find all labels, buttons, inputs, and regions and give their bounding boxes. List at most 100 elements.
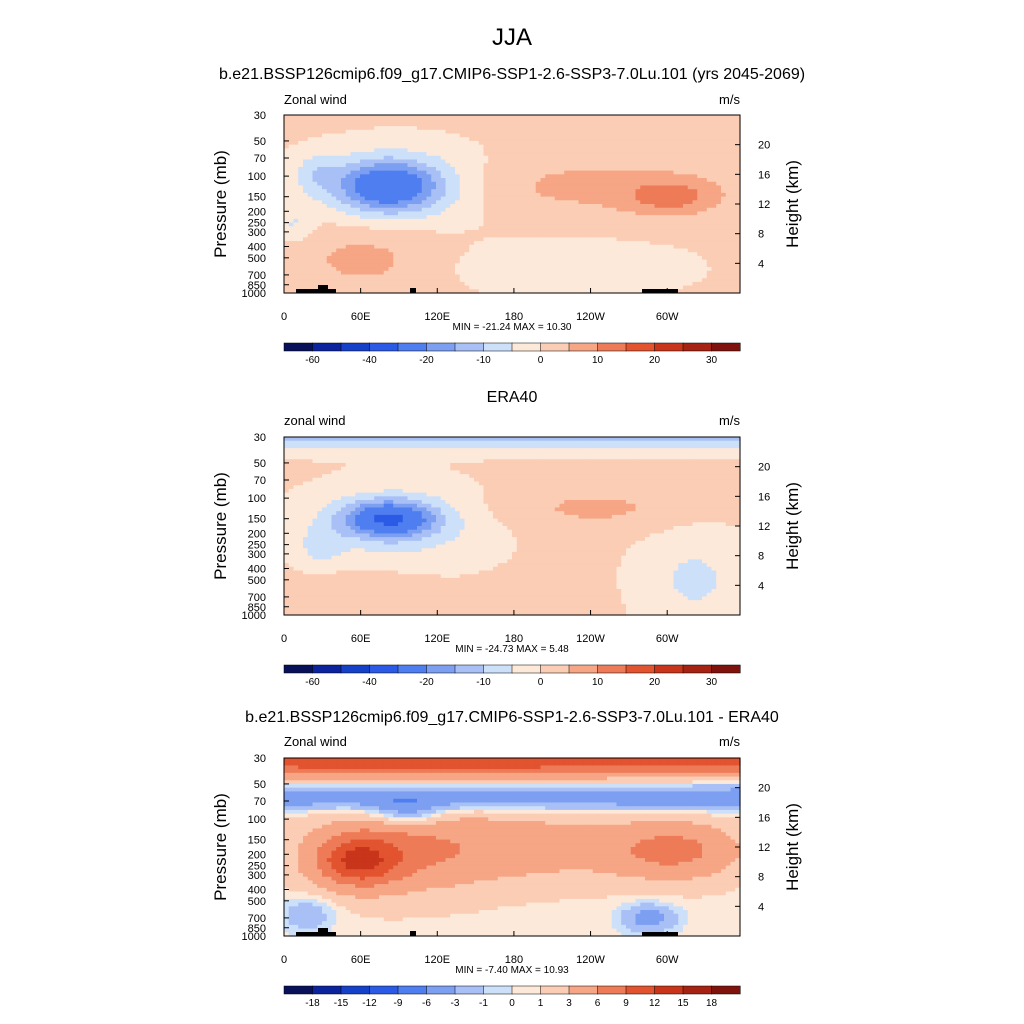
colorbar-swatch (597, 342, 627, 352)
x-tick-label: 0 (281, 633, 287, 645)
colorbar-label: 20 (649, 355, 661, 366)
colorbar-swatch (426, 985, 456, 995)
colorbar-swatch (682, 985, 713, 995)
colorbar-swatch (511, 664, 542, 674)
colorbar-swatch (540, 664, 570, 674)
y-tick-label: 1000 (242, 931, 266, 943)
figure-subtitle: b.e21.BSSP126cmip6.f09_g17.CMIP6-SSP1-2.… (219, 66, 805, 83)
colorbar-swatch (340, 664, 371, 674)
y-tick-label: 50 (254, 779, 266, 791)
colorbar-swatch (369, 664, 399, 674)
y-tick-label: 30 (254, 753, 266, 765)
y-axis-label-right: Height (km) (783, 482, 802, 570)
y-tick-label: 850 (248, 923, 266, 935)
y-tick-label: 70 (254, 796, 266, 808)
height-tick-label: 16 (758, 169, 770, 181)
colorbar-swatch (654, 664, 684, 674)
colorbar-swatch (397, 342, 428, 352)
contour-field (284, 437, 741, 616)
x-tick-label: 180 (505, 954, 523, 966)
y-axis-label: Pressure (mb) (211, 793, 230, 901)
y-tick-label: 700 (248, 913, 266, 925)
y-axis-label-right: Height (km) (783, 160, 802, 248)
y-tick-label: 100 (248, 814, 266, 826)
colorbar-label: -20 (419, 355, 434, 366)
height-tick-label: 8 (758, 872, 764, 884)
axes: 3050701001502002503004005007008501000481… (242, 110, 771, 323)
y-tick-label: 150 (248, 192, 266, 204)
contour-field (284, 758, 741, 937)
colorbar-swatch (597, 985, 627, 995)
panel-units-label: m/s (719, 734, 740, 749)
colorbar-swatch (454, 985, 485, 995)
y-tick-label: 1000 (242, 288, 266, 300)
colorbar-swatch (711, 664, 741, 674)
colorbar-label: 18 (706, 998, 718, 1009)
colorbar-label: -9 (394, 998, 403, 1009)
colorbar-swatch (625, 342, 656, 352)
axes: 3050701001502002503004005007008501000481… (242, 753, 771, 966)
contour-field (284, 115, 741, 294)
colorbar-label: -12 (362, 998, 377, 1009)
x-tick-label: 0 (281, 954, 287, 966)
height-tick-label: 12 (758, 521, 770, 533)
colorbar-label: -3 (451, 998, 460, 1009)
y-tick-label: 700 (248, 592, 266, 604)
figure-title: JJA (492, 24, 532, 51)
panel-left-label: zonal wind (284, 413, 345, 428)
y-tick-label: 70 (254, 475, 266, 487)
y-axis-label-right: Height (km) (783, 803, 802, 891)
y-tick-label: 300 (248, 549, 266, 561)
colorbar-swatch (283, 664, 314, 674)
panel-left-label: Zonal wind (284, 92, 347, 107)
colorbar-label: -10 (476, 677, 491, 688)
x-tick-label: 60W (656, 954, 679, 966)
colorbar-swatch (312, 664, 342, 674)
y-tick-label: 30 (254, 432, 266, 444)
y-tick-label: 500 (248, 575, 266, 587)
colorbar-swatch (568, 342, 599, 352)
x-tick-label: 120W (576, 311, 605, 323)
y-tick-label: 100 (248, 493, 266, 505)
colorbar-label: 3 (566, 998, 572, 1009)
stats-label: MIN = -24.73 MAX = 5.48 (455, 644, 569, 655)
colorbar-label: 12 (649, 998, 661, 1009)
y-axis-label: Pressure (mb) (211, 472, 230, 580)
colorbar-swatch (397, 985, 428, 995)
colorbar-swatch (511, 342, 542, 352)
colorbar-label: -15 (334, 998, 349, 1009)
height-tick-label: 8 (758, 229, 764, 241)
colorbar-label: -40 (362, 355, 377, 366)
x-tick-label: 180 (505, 633, 523, 645)
stats-label: MIN = -21.24 MAX = 10.30 (453, 322, 572, 333)
colorbar-swatch (397, 664, 428, 674)
y-tick-label: 850 (248, 280, 266, 292)
colorbar-swatch (568, 985, 599, 995)
colorbar-swatch (454, 664, 485, 674)
height-tick-label: 20 (758, 462, 770, 474)
x-tick-label: 120E (424, 633, 450, 645)
x-tick-label: 60E (351, 311, 371, 323)
stats-label: MIN = -7.40 MAX = 10.93 (455, 965, 569, 976)
y-tick-label: 70 (254, 153, 266, 165)
height-tick-label: 20 (758, 140, 770, 152)
colorbar-label: 0 (538, 355, 544, 366)
colorbar-swatch (426, 342, 456, 352)
colorbar: -60 -40 -20 -10 0 10 20 30 (283, 664, 741, 688)
colorbar-swatch (511, 985, 542, 995)
height-tick-label: 4 (758, 580, 764, 592)
panel-era40: 3050701001502002503004005007008501000481… (211, 389, 802, 688)
colorbar-swatch (711, 342, 741, 352)
colorbar-swatch (654, 342, 684, 352)
x-tick-label: 180 (505, 311, 523, 323)
x-tick-label: 60E (351, 633, 371, 645)
x-tick-label: 60E (351, 954, 371, 966)
colorbar-label: -10 (476, 355, 491, 366)
y-tick-label: 250 (248, 540, 266, 552)
colorbar-label: 10 (592, 677, 604, 688)
colorbar-swatch (483, 985, 513, 995)
height-tick-label: 4 (758, 258, 764, 270)
colorbar-swatch (340, 342, 371, 352)
panel-title: b.e21.BSSP126cmip6.f09_g17.CMIP6-SSP1-2.… (245, 709, 779, 726)
